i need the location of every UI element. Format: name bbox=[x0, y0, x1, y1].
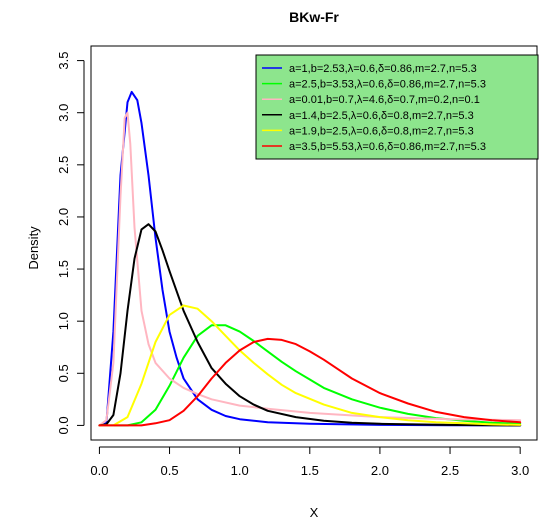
x-tick-label: 1.0 bbox=[231, 463, 249, 478]
series-line-4 bbox=[98, 223, 522, 427]
legend: a=1,b=2.53,λ=0.6,δ=0.86,m=2.7,n=5.3 a=2.5… bbox=[255, 54, 539, 160]
y-tick-label: 1.0 bbox=[56, 312, 71, 330]
y-tick-label: 1.5 bbox=[56, 260, 71, 278]
chart-title: BKw-Fr bbox=[289, 9, 339, 25]
y-tick-label: 0.5 bbox=[56, 364, 71, 382]
y-tick-label: 0.0 bbox=[56, 416, 71, 434]
y-tick-label: 2.5 bbox=[56, 156, 71, 174]
legend-label: a=1.4,b=2.5,λ=0.6,δ=0.8,m=2.7,n=5.3 bbox=[289, 110, 474, 122]
x-tick-label: 2.5 bbox=[441, 463, 459, 478]
legend-box bbox=[255, 54, 539, 160]
legend-label: a=3.5,b=5.53,λ=0.6,δ=0.86,m=2.7,n=5.3 bbox=[289, 141, 486, 153]
y-tick-label: 3.5 bbox=[56, 52, 71, 70]
x-axis-label: X bbox=[310, 505, 319, 520]
y-axis-label: Density bbox=[26, 226, 41, 270]
y-axis: 0.0 0.5 1.0 1.5 2.0 2.5 3.0 3.5 bbox=[56, 52, 85, 434]
x-tick-label: 0.0 bbox=[90, 463, 108, 478]
y-tick-label: 3.0 bbox=[56, 104, 71, 122]
series-line-2 bbox=[98, 324, 522, 427]
x-axis: 0.0 0.5 1.0 1.5 2.0 2.5 3.0 bbox=[90, 446, 529, 478]
x-tick-label: 0.5 bbox=[161, 463, 179, 478]
x-tick-label: 3.0 bbox=[511, 463, 529, 478]
legend-label: a=2.5,b=3.53,λ=0.6,δ=0.86,m=2.7,n=5.3 bbox=[289, 79, 486, 91]
series-line-6 bbox=[98, 337, 522, 427]
series-line-5 bbox=[98, 304, 522, 427]
x-tick-label: 2.0 bbox=[371, 463, 389, 478]
series-layer bbox=[98, 90, 522, 427]
legend-label: a=1.9,b=2.5,λ=0.6,δ=0.8,m=2.7,n=5.3 bbox=[289, 125, 474, 137]
series-line-3 bbox=[98, 111, 522, 427]
x-tick-label: 1.5 bbox=[301, 463, 319, 478]
y-tick-label: 2.0 bbox=[56, 208, 71, 226]
legend-label: a=1,b=2.53,λ=0.6,δ=0.86,m=2.7,n=5.3 bbox=[289, 63, 477, 75]
legend-label: a=0.01,b=0.7,λ=4.6,δ=0.7,m=0.2,n=0.1 bbox=[289, 94, 480, 106]
plot-frame bbox=[90, 45, 538, 441]
